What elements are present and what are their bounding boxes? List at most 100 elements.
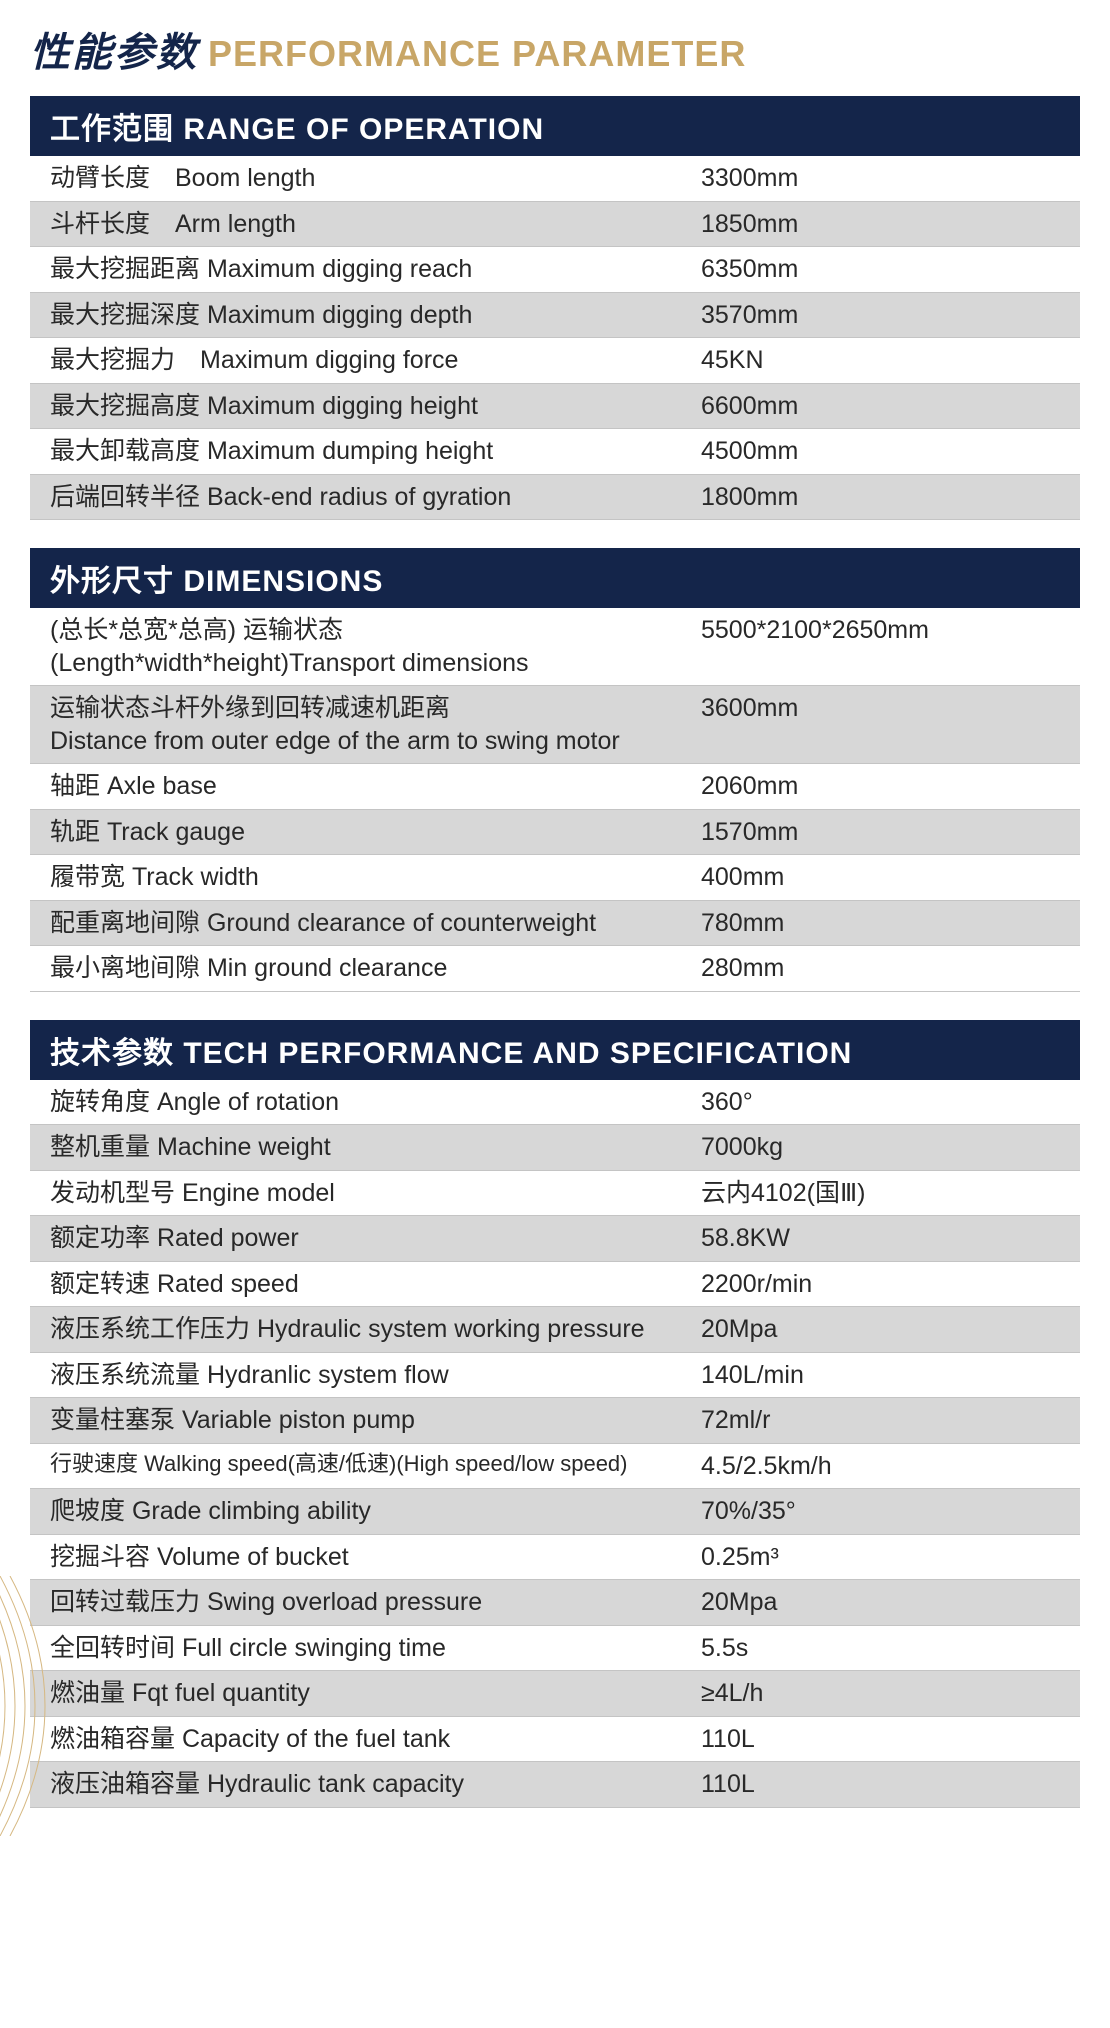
row-value: 360° bbox=[681, 1080, 1080, 1125]
row-value: 110L bbox=[681, 1762, 1080, 1808]
row-label: 行驶速度 Walking speed(高速/低速)(High speed/low… bbox=[30, 1443, 681, 1489]
row-label: 轨距 Track gauge bbox=[30, 809, 681, 855]
page-title-zh: 性能参数 bbox=[30, 20, 198, 78]
row-label: 回转过载压力 Swing overload pressure bbox=[30, 1580, 681, 1626]
table-row: 配重离地间隙 Ground clearance of counterweight… bbox=[30, 900, 1080, 946]
row-value: 1570mm bbox=[681, 809, 1080, 855]
row-value: 3300mm bbox=[681, 156, 1080, 201]
table-row: 后端回转半径 Back-end radius of gyration1800mm bbox=[30, 474, 1080, 520]
table-row: 变量柱塞泵 Variable piston pump72ml/r bbox=[30, 1398, 1080, 1444]
row-label: 燃油量 Fqt fuel quantity bbox=[30, 1671, 681, 1717]
row-label: 额定功率 Rated power bbox=[30, 1216, 681, 1262]
row-value: 20Mpa bbox=[681, 1580, 1080, 1626]
row-label: 最大挖掘距离 Maximum digging reach bbox=[30, 247, 681, 293]
row-label: 液压系统工作压力 Hydraulic system working pressu… bbox=[30, 1307, 681, 1353]
row-value: 5500*2100*2650mm bbox=[681, 608, 1080, 686]
row-label: (总长*总宽*总高) 运输状态(Length*width*height)Tran… bbox=[30, 608, 681, 686]
page-title-en: PERFORMANCE PARAMETER bbox=[208, 33, 746, 75]
row-value: 2060mm bbox=[681, 764, 1080, 810]
row-value: 72ml/r bbox=[681, 1398, 1080, 1444]
row-label: 履带宽 Track width bbox=[30, 855, 681, 901]
row-value: 6600mm bbox=[681, 383, 1080, 429]
row-value: 70%/35° bbox=[681, 1489, 1080, 1535]
row-value: 780mm bbox=[681, 900, 1080, 946]
table-row: 整机重量 Machine weight7000kg bbox=[30, 1125, 1080, 1171]
table-row: (总长*总宽*总高) 运输状态(Length*width*height)Tran… bbox=[30, 608, 1080, 686]
spec-table: 旋转角度 Angle of rotation360°整机重量 Machine w… bbox=[30, 1080, 1080, 1808]
table-row: 发动机型号 Engine model云内4102(国Ⅲ) bbox=[30, 1170, 1080, 1216]
row-label: 发动机型号 Engine model bbox=[30, 1170, 681, 1216]
section-header: 外形尺寸 DIMENSIONS bbox=[30, 548, 1080, 608]
section-header: 工作范围 RANGE OF OPERATION bbox=[30, 96, 1080, 156]
table-row: 动臂长度 Boom length3300mm bbox=[30, 156, 1080, 201]
table-row: 最大挖掘高度 Maximum digging height6600mm bbox=[30, 383, 1080, 429]
row-label: 最大挖掘力 Maximum digging force bbox=[30, 338, 681, 384]
row-value: 400mm bbox=[681, 855, 1080, 901]
table-row: 额定转速 Rated speed2200r/min bbox=[30, 1261, 1080, 1307]
table-row: 最大挖掘深度 Maximum digging depth3570mm bbox=[30, 292, 1080, 338]
row-value: ≥4L/h bbox=[681, 1671, 1080, 1717]
table-row: 运输状态斗杆外缘到回转减速机距离Distance from outer edge… bbox=[30, 686, 1080, 764]
row-value: 45KN bbox=[681, 338, 1080, 384]
row-value: 4.5/2.5km/h bbox=[681, 1443, 1080, 1489]
row-label: 运输状态斗杆外缘到回转减速机距离Distance from outer edge… bbox=[30, 686, 681, 764]
row-label: 最大挖掘高度 Maximum digging height bbox=[30, 383, 681, 429]
table-row: 额定功率 Rated power58.8KW bbox=[30, 1216, 1080, 1262]
table-row: 回转过载压力 Swing overload pressure20Mpa bbox=[30, 1580, 1080, 1626]
row-label: 额定转速 Rated speed bbox=[30, 1261, 681, 1307]
table-row: 轴距 Axle base2060mm bbox=[30, 764, 1080, 810]
row-label: 动臂长度 Boom length bbox=[30, 156, 681, 201]
row-label: 配重离地间隙 Ground clearance of counterweight bbox=[30, 900, 681, 946]
table-row: 液压系统工作压力 Hydraulic system working pressu… bbox=[30, 1307, 1080, 1353]
table-row: 履带宽 Track width400mm bbox=[30, 855, 1080, 901]
row-label: 旋转角度 Angle of rotation bbox=[30, 1080, 681, 1125]
row-value: 云内4102(国Ⅲ) bbox=[681, 1170, 1080, 1216]
row-label: 最小离地间隙 Min ground clearance bbox=[30, 946, 681, 992]
table-row: 液压系统流量 Hydranlic system flow140L/min bbox=[30, 1352, 1080, 1398]
row-label: 液压系统流量 Hydranlic system flow bbox=[30, 1352, 681, 1398]
row-value: 1850mm bbox=[681, 201, 1080, 247]
row-label: 变量柱塞泵 Variable piston pump bbox=[30, 1398, 681, 1444]
table-row: 最大挖掘力 Maximum digging force45KN bbox=[30, 338, 1080, 384]
row-label: 斗杆长度 Arm length bbox=[30, 201, 681, 247]
table-row: 液压油箱容量 Hydraulic tank capacity110L bbox=[30, 1762, 1080, 1808]
row-label: 燃油箱容量 Capacity of the fuel tank bbox=[30, 1716, 681, 1762]
row-value: 58.8KW bbox=[681, 1216, 1080, 1262]
table-row: 行驶速度 Walking speed(高速/低速)(High speed/low… bbox=[30, 1443, 1080, 1489]
row-value: 280mm bbox=[681, 946, 1080, 992]
row-value: 140L/min bbox=[681, 1352, 1080, 1398]
row-value: 5.5s bbox=[681, 1625, 1080, 1671]
table-row: 最大挖掘距离 Maximum digging reach6350mm bbox=[30, 247, 1080, 293]
row-value: 7000kg bbox=[681, 1125, 1080, 1171]
table-row: 挖掘斗容 Volume of bucket0.25m³ bbox=[30, 1534, 1080, 1580]
row-label: 全回转时间 Full circle swinging time bbox=[30, 1625, 681, 1671]
table-row: 最小离地间隙 Min ground clearance280mm bbox=[30, 946, 1080, 992]
sections-container: 工作范围 RANGE OF OPERATION动臂长度 Boom length3… bbox=[30, 96, 1080, 1808]
row-value: 20Mpa bbox=[681, 1307, 1080, 1353]
row-label: 后端回转半径 Back-end radius of gyration bbox=[30, 474, 681, 520]
row-value: 3600mm bbox=[681, 686, 1080, 764]
row-label: 液压油箱容量 Hydraulic tank capacity bbox=[30, 1762, 681, 1808]
spec-section: 技术参数 TECH PERFORMANCE AND SPECIFICATION旋… bbox=[30, 1020, 1080, 1808]
row-label: 爬坡度 Grade climbing ability bbox=[30, 1489, 681, 1535]
spec-table: 动臂长度 Boom length3300mm斗杆长度 Arm length185… bbox=[30, 156, 1080, 520]
table-row: 斗杆长度 Arm length1850mm bbox=[30, 201, 1080, 247]
table-row: 最大卸载高度 Maximum dumping height4500mm bbox=[30, 429, 1080, 475]
row-value: 1800mm bbox=[681, 474, 1080, 520]
table-row: 旋转角度 Angle of rotation360° bbox=[30, 1080, 1080, 1125]
row-label: 最大卸载高度 Maximum dumping height bbox=[30, 429, 681, 475]
spec-table: (总长*总宽*总高) 运输状态(Length*width*height)Tran… bbox=[30, 608, 1080, 992]
row-label: 整机重量 Machine weight bbox=[30, 1125, 681, 1171]
table-row: 燃油量 Fqt fuel quantity≥4L/h bbox=[30, 1671, 1080, 1717]
table-row: 轨距 Track gauge1570mm bbox=[30, 809, 1080, 855]
table-row: 爬坡度 Grade climbing ability70%/35° bbox=[30, 1489, 1080, 1535]
row-value: 2200r/min bbox=[681, 1261, 1080, 1307]
row-label: 最大挖掘深度 Maximum digging depth bbox=[30, 292, 681, 338]
table-row: 全回转时间 Full circle swinging time5.5s bbox=[30, 1625, 1080, 1671]
row-value: 3570mm bbox=[681, 292, 1080, 338]
row-value: 4500mm bbox=[681, 429, 1080, 475]
row-value: 6350mm bbox=[681, 247, 1080, 293]
row-label: 挖掘斗容 Volume of bucket bbox=[30, 1534, 681, 1580]
spec-section: 工作范围 RANGE OF OPERATION动臂长度 Boom length3… bbox=[30, 96, 1080, 520]
spec-section: 外形尺寸 DIMENSIONS(总长*总宽*总高) 运输状态(Length*wi… bbox=[30, 548, 1080, 992]
